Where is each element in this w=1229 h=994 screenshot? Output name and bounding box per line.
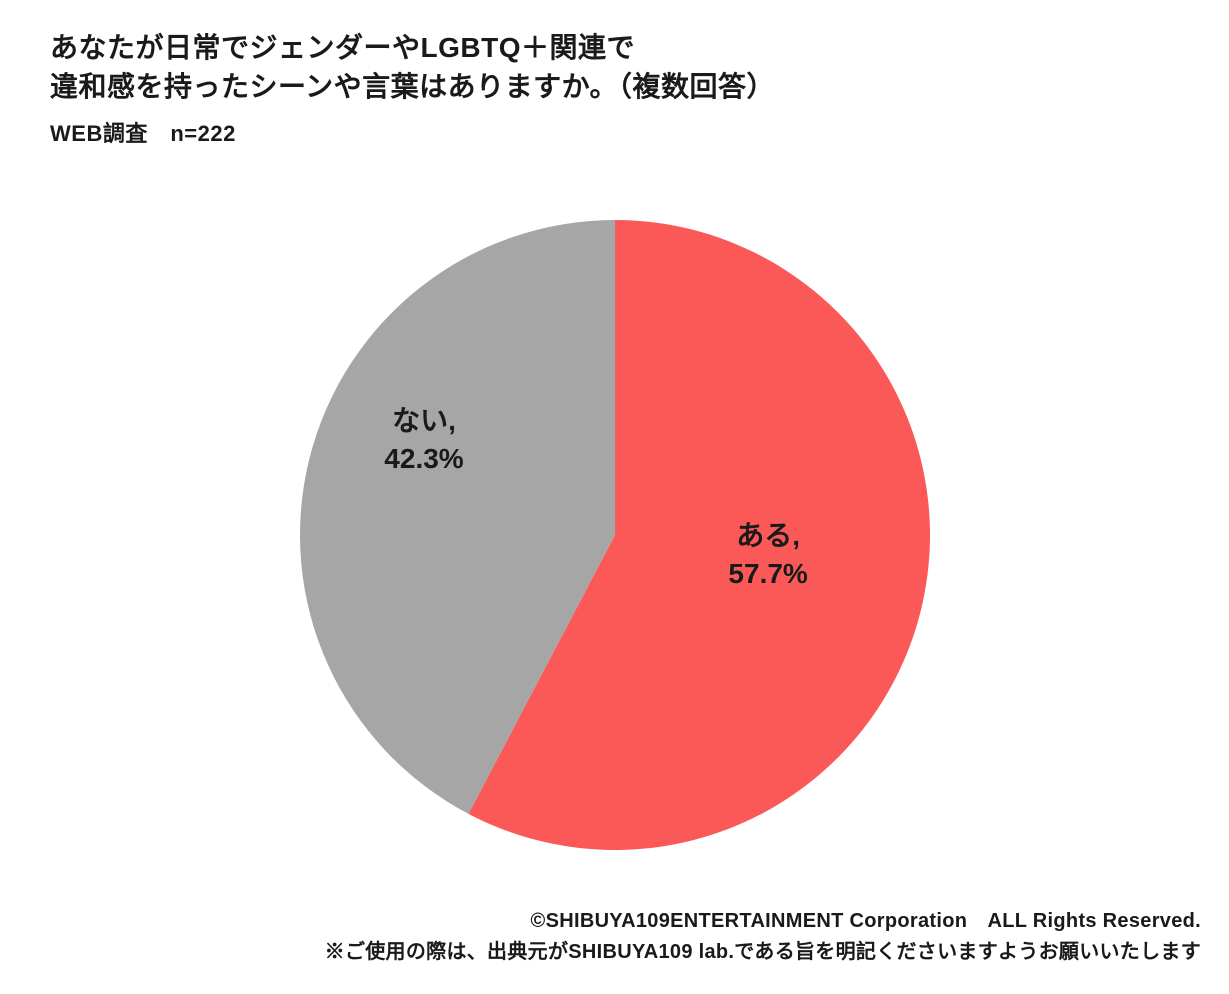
chart-subtitle: WEB調査 n=222 [50,116,775,148]
footer-attribution: ※ご使用の際は、出典元がSHIBUYA109 lab.である旨を明記くださいます… [325,937,1201,968]
chart-title-block: あなたが日常でジェンダーやLGBTQ＋関連で 違和感を持ったシーンや言葉はありま… [50,28,775,148]
pie-slice-label-ない: ない,42.3% [384,402,463,478]
chart-title-line-1: あなたが日常でジェンダーやLGBTQ＋関連で [50,28,775,67]
pie-slice-label-ある: ある,57.7% [728,518,807,594]
footer-copyright: ©SHIBUYA109ENTERTAINMENT Corporation ALL… [325,906,1201,937]
pie-chart-svg [298,218,932,852]
chart-title-line-2: 違和感を持ったシーンや言葉はありますか。（複数回答） [50,67,775,106]
pie-chart-area: ある,57.7% ない,42.3% [0,195,1229,875]
footer-block: ©SHIBUYA109ENTERTAINMENT Corporation ALL… [325,906,1201,968]
